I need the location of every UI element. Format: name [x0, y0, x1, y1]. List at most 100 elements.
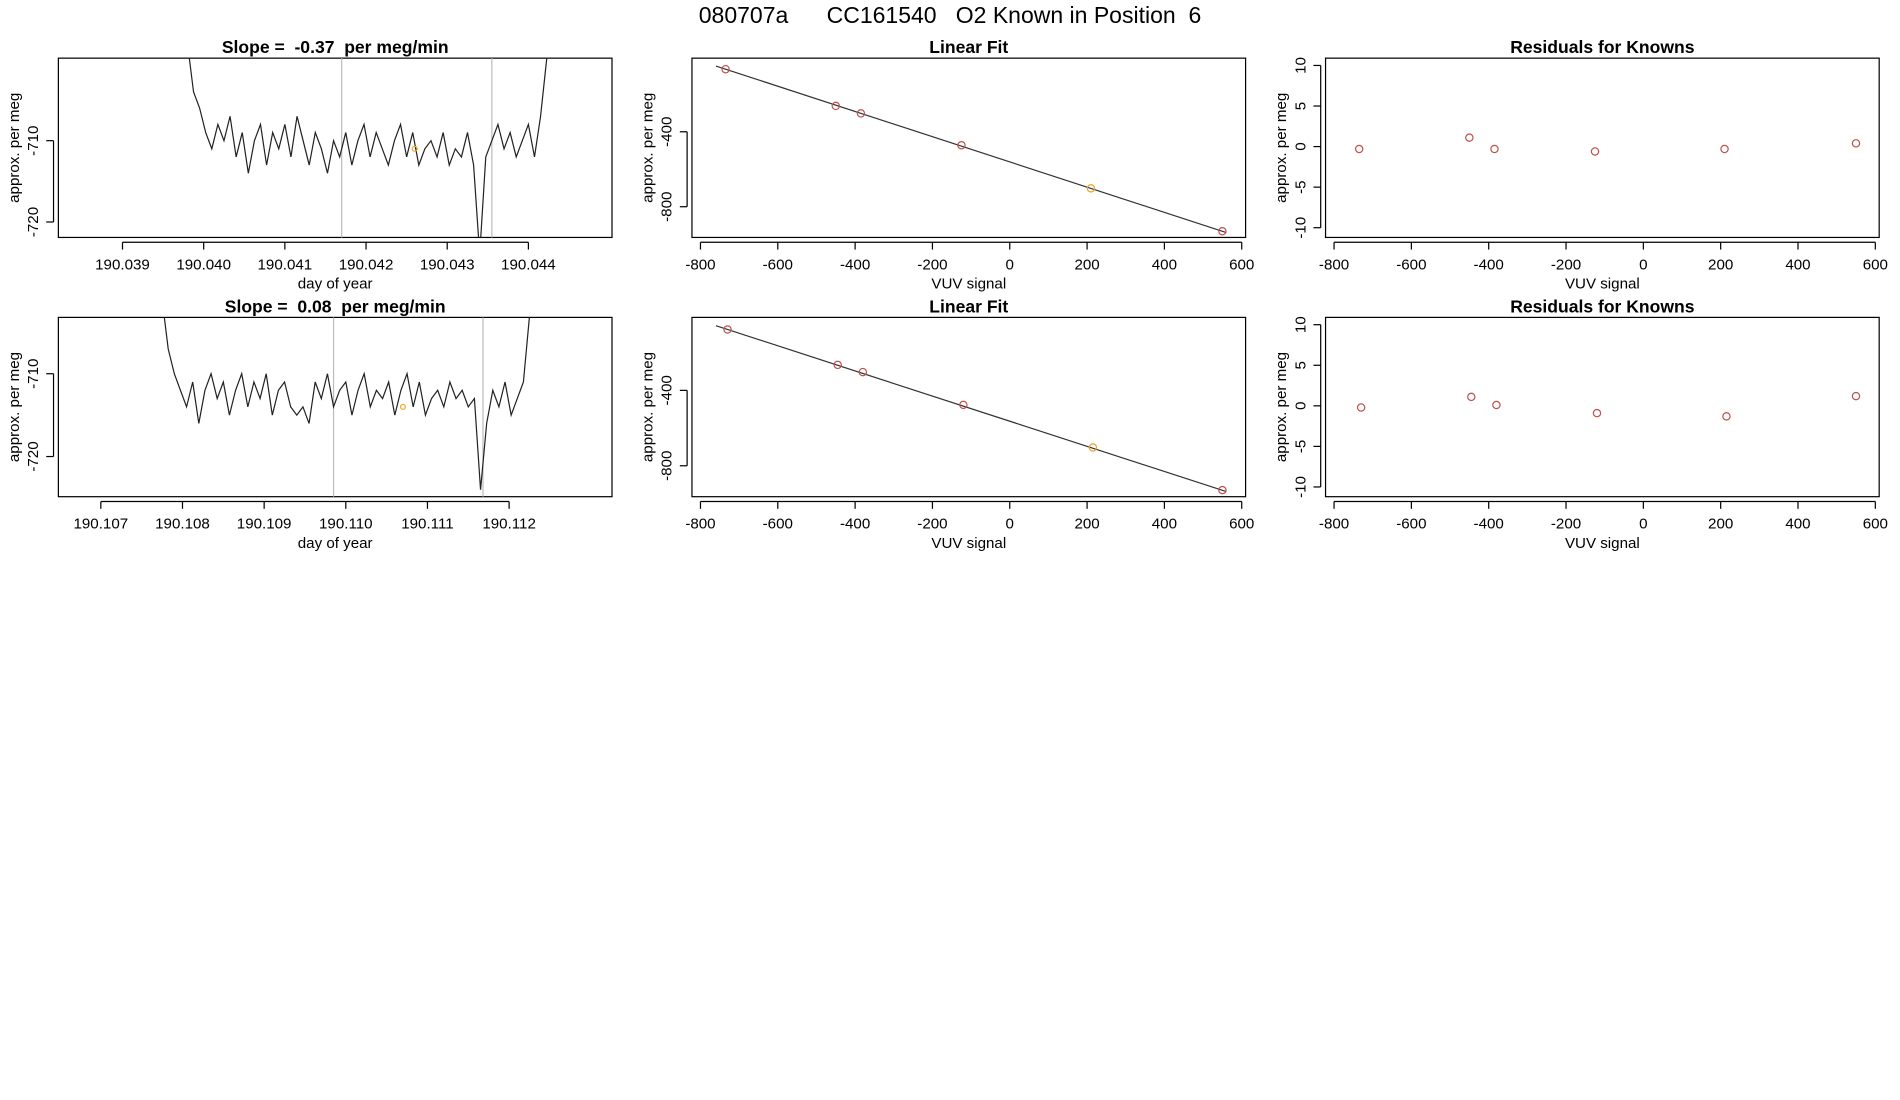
- data-point: [1218, 485, 1227, 495]
- x-tick-label: 600: [1229, 516, 1254, 533]
- x-tick-label: 0: [1639, 516, 1647, 533]
- panel-title: Slope = -0.37 per meg/min: [222, 37, 449, 57]
- x-tick-label: 600: [1229, 256, 1254, 273]
- x-tick-label: -200: [1551, 516, 1581, 533]
- x-tick-label: -600: [1396, 516, 1426, 533]
- data-point: [1354, 144, 1364, 154]
- y-tick-label: -720: [25, 441, 42, 471]
- x-tick-label: -600: [763, 256, 793, 273]
- data-point: [959, 400, 968, 410]
- x-tick-label: -800: [1319, 516, 1349, 533]
- x-axis-label: day of year: [298, 276, 373, 293]
- y-axis-label: approx. per meg: [639, 93, 656, 203]
- plot-frame: [57, 316, 613, 498]
- y-axis-label: approx. per meg: [1273, 352, 1290, 462]
- y-tick-label: 10: [1292, 57, 1309, 74]
- x-tick-label: -200: [917, 516, 947, 533]
- figure-title: 080707a CC161540 O2 Known in Position 6: [699, 2, 1202, 28]
- x-tick-label: 400: [1785, 256, 1810, 273]
- x-tick-label: 400: [1152, 516, 1177, 533]
- data-point: [833, 360, 842, 370]
- data-point: [1086, 184, 1096, 193]
- x-tick-label: 200: [1074, 516, 1099, 533]
- panel-title: Residuals for Knowns: [1510, 296, 1695, 316]
- panel: Residuals for Knowns VUV signal approx. pe…: [1273, 37, 1888, 293]
- fit-line: [715, 325, 1227, 493]
- data-point: [1590, 147, 1600, 156]
- y-axis-label: approx. per meg: [639, 352, 656, 462]
- x-tick-label: 190.110: [319, 516, 373, 533]
- x-tick-label: 190.041: [258, 256, 313, 273]
- x-tick-label: -400: [1474, 256, 1504, 273]
- y-axis-label: approx. per meg: [6, 93, 23, 203]
- data-point: [831, 101, 841, 111]
- x-tick-label: 190.109: [237, 516, 292, 533]
- data-point: [1465, 133, 1474, 142]
- x-axis-label: VUV signal: [931, 535, 1006, 552]
- x-tick-label: -800: [685, 516, 715, 533]
- y-tick-label: -800: [659, 451, 676, 481]
- panel: Residuals for Knowns VUV signal approx. pe…: [1273, 296, 1888, 552]
- y-axis-label: approx. per meg: [6, 352, 23, 462]
- data-point: [858, 367, 868, 377]
- x-tick-label: 0: [1006, 256, 1014, 273]
- plot-area: [1356, 391, 1861, 421]
- y-tick-label: 0: [1292, 142, 1309, 150]
- data-point: [856, 109, 866, 118]
- x-tick-label: -800: [685, 256, 715, 273]
- y-tick-label: 0: [1292, 402, 1309, 410]
- data-point: [723, 325, 732, 334]
- data-point: [1592, 408, 1602, 418]
- data-point: [1851, 139, 1861, 148]
- y-tick-label: -10: [1292, 217, 1309, 239]
- y-tick-label: -5: [1292, 180, 1309, 193]
- data-point: [1720, 144, 1729, 154]
- plot-frame: [57, 57, 613, 239]
- highlight-point: [399, 403, 406, 410]
- x-tick-label: -800: [1319, 256, 1349, 273]
- x-tick-label: 400: [1785, 516, 1810, 533]
- x-axis-label: VUV signal: [931, 276, 1006, 293]
- x-tick-label: -200: [917, 256, 947, 273]
- plot-frame: [691, 316, 1247, 498]
- x-tick-label: -400: [840, 516, 870, 533]
- x-tick-label: 190.111: [401, 516, 453, 533]
- x-axis-label: day of year: [298, 535, 373, 552]
- panel-title: Linear Fit: [929, 37, 1008, 57]
- y-tick-label: -400: [659, 375, 676, 405]
- y-tick-label: -710: [25, 126, 42, 156]
- x-axis-label: VUV signal: [1565, 276, 1640, 293]
- x-tick-label: 600: [1863, 516, 1888, 533]
- x-tick-label: 190.042: [339, 256, 394, 273]
- x-tick-label: -600: [763, 516, 793, 533]
- y-tick-label: 5: [1292, 361, 1309, 369]
- y-tick-label: -710: [25, 359, 42, 389]
- x-tick-label: -400: [1474, 516, 1504, 533]
- plot-area: [188, 58, 548, 238]
- plot-frame: [691, 57, 1247, 239]
- x-tick-label: -200: [1551, 256, 1581, 273]
- panel-title: Linear Fit: [929, 296, 1008, 316]
- plot-frame: [1324, 316, 1880, 498]
- x-tick-label: 190.107: [73, 516, 128, 533]
- data-point: [1492, 400, 1501, 410]
- highlight-point: [411, 145, 418, 152]
- x-axis-label: VUV signal: [1565, 535, 1640, 552]
- x-tick-label: 400: [1152, 256, 1177, 273]
- x-tick-label: -400: [840, 256, 870, 273]
- data-point: [721, 64, 730, 74]
- panel: Slope = 0.08 per meg/min day of year appro…: [6, 296, 613, 552]
- data-point: [1490, 144, 1499, 154]
- y-tick-label: -720: [25, 207, 42, 237]
- data-point: [957, 141, 966, 150]
- x-tick-label: 190.112: [482, 516, 536, 533]
- x-tick-label: 200: [1708, 256, 1733, 273]
- x-tick-label: -600: [1396, 256, 1426, 273]
- x-tick-label: 0: [1639, 256, 1647, 273]
- plot-area: [163, 317, 530, 497]
- data-point: [1467, 392, 1476, 402]
- data-line: [163, 317, 530, 490]
